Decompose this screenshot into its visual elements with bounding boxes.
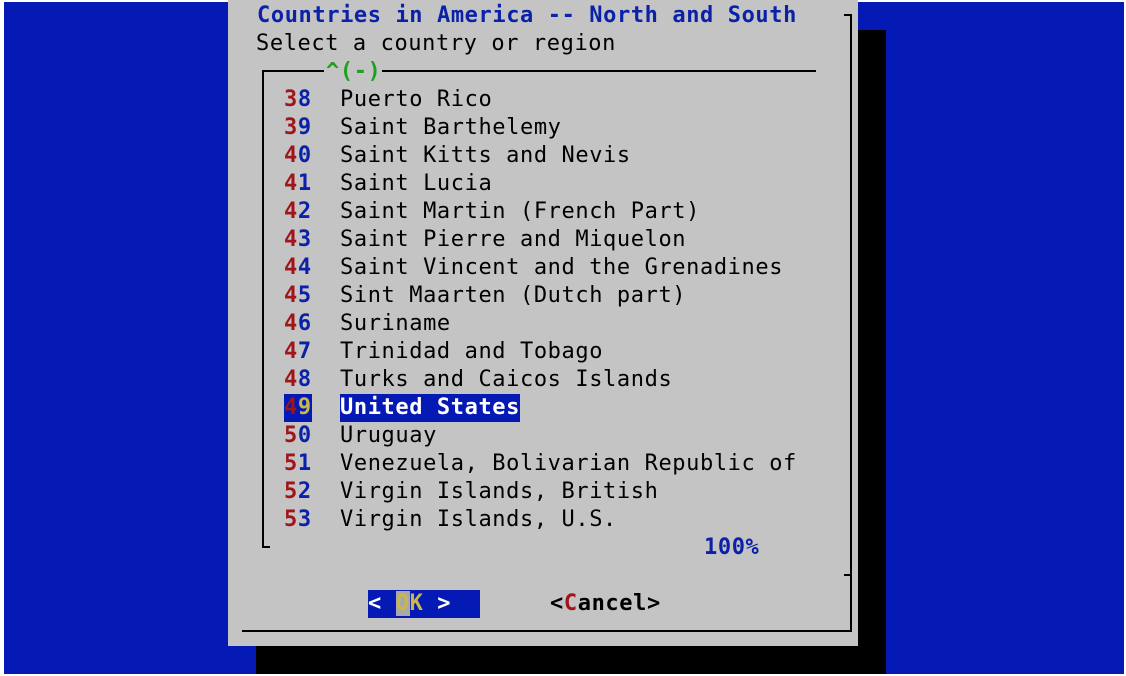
dialog-box (228, 0, 858, 646)
dialog-border-separator (844, 574, 852, 576)
list-item[interactable]: 53 Virgin Islands, U.S. (284, 506, 804, 534)
ok-hotkey: O (395, 591, 410, 616)
ok-button[interactable]: < OK > (368, 590, 480, 618)
list-item[interactable]: 52 Virgin Islands, British (284, 478, 804, 506)
dialog-subtitle: Select a country or region (256, 31, 616, 56)
list-item-selected[interactable]: 49 United States (284, 394, 804, 422)
item-number: 39 (284, 115, 312, 140)
item-label: Virgin Islands, British (340, 479, 659, 504)
item-label: Sint Maarten (Dutch part) (340, 283, 687, 308)
item-number: 43 (284, 227, 312, 252)
dialog-border-top-right (844, 14, 852, 16)
list-item[interactable]: 43 Saint Pierre and Miquelon (284, 226, 804, 254)
item-label: Saint Kitts and Nevis (340, 143, 631, 168)
item-label: Suriname (340, 311, 451, 336)
item-number: 51 (284, 451, 312, 476)
item-number: 40 (284, 143, 312, 168)
listbox-border-bottom (262, 546, 270, 548)
country-list[interactable]: 38 Puerto Rico 39 Saint Barthelemy 40 Saint… (284, 86, 804, 534)
item-label: Saint Vincent and the Grenadines (340, 255, 784, 280)
item-label: Trinidad and Tobago (340, 339, 604, 364)
item-label: Saint Lucia (340, 171, 493, 196)
list-item[interactable]: 44 Saint Vincent and the Grenadines (284, 254, 804, 282)
item-label: Saint Pierre and Miquelon (340, 227, 687, 252)
list-item[interactable]: 40 Saint Kitts and Nevis (284, 142, 804, 170)
list-item[interactable]: 47 Trinidad and Tobago (284, 338, 804, 366)
item-label: Venezuela, Bolivarian Republic of (340, 451, 797, 476)
item-number: 50 (284, 423, 312, 448)
listbox-border-top-right (382, 70, 816, 72)
list-item[interactable]: 45 Sint Maarten (Dutch part) (284, 282, 804, 310)
item-number: 46 (284, 311, 312, 336)
item-label: Uruguay (340, 423, 437, 448)
cancel-hotkey: C (563, 591, 578, 616)
item-number: 52 (284, 479, 312, 504)
list-item[interactable]: 46 Suriname (284, 310, 804, 338)
item-label: Puerto Rico (340, 87, 493, 112)
list-item[interactable]: 38 Puerto Rico (284, 86, 804, 114)
item-label: Saint Martin (French Part) (340, 199, 700, 224)
item-number: 53 (284, 507, 312, 532)
scroll-percent: 100% (704, 535, 760, 560)
list-item[interactable]: 41 Saint Lucia (284, 170, 804, 198)
item-number: 48 (284, 367, 312, 392)
cancel-button[interactable]: <Cancel> (550, 591, 661, 616)
list-item[interactable]: 51 Venezuela, Bolivarian Republic of (284, 450, 804, 478)
list-item[interactable]: 42 Saint Martin (French Part) (284, 198, 804, 226)
dialog-border-right (850, 14, 852, 632)
item-number: 38 (284, 87, 312, 112)
item-number: 42 (284, 199, 312, 224)
scroll-indicator: ^(-) (326, 59, 382, 84)
item-label: United States (340, 394, 520, 422)
listbox-border-top-left (262, 70, 324, 72)
item-label: Saint Barthelemy (340, 115, 562, 140)
list-item[interactable]: 39 Saint Barthelemy (284, 114, 804, 142)
item-number: 47 (284, 339, 312, 364)
dialog-title: Countries in America -- North and South (257, 3, 797, 28)
listbox-border-left (262, 70, 264, 548)
item-number: 44 (284, 255, 312, 280)
list-item[interactable]: 50 Uruguay (284, 422, 804, 450)
list-item[interactable]: 48 Turks and Caicos Islands (284, 366, 804, 394)
item-label: Virgin Islands, U.S. (340, 507, 617, 532)
item-number: 49 (284, 394, 312, 422)
item-number: 45 (284, 283, 312, 308)
dialog-border-bottom (242, 630, 852, 632)
item-label: Turks and Caicos Islands (340, 367, 673, 392)
item-number: 41 (284, 171, 312, 196)
